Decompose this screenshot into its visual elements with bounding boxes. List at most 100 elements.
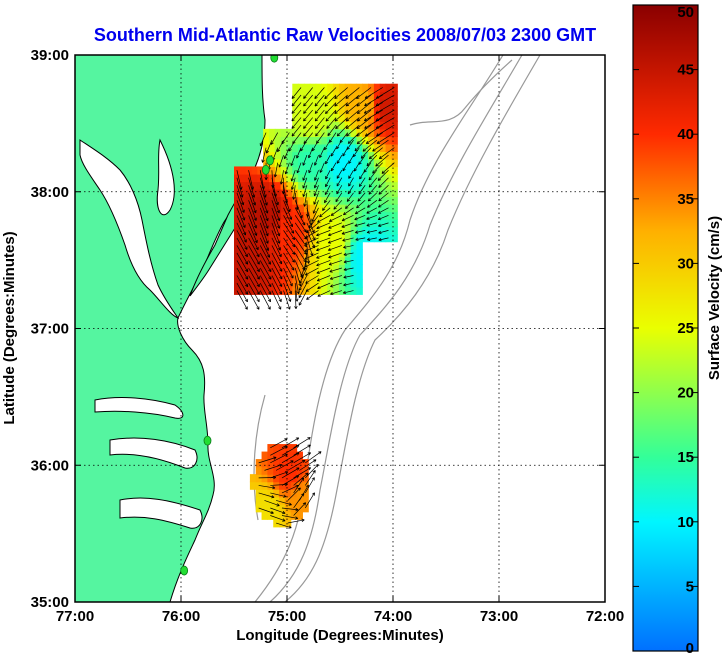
velocity-cell	[251, 256, 258, 265]
velocity-cell	[274, 264, 282, 273]
velocity-cell	[315, 256, 323, 265]
velocity-cell	[309, 279, 317, 288]
velocity-arrow	[270, 471, 289, 479]
velocity-cell	[385, 204, 393, 213]
velocity-cell	[298, 158, 305, 168]
velocity-cell	[251, 241, 258, 250]
velocity-cell	[302, 481, 309, 490]
velocity-arrow	[346, 192, 354, 202]
velocity-cell	[290, 481, 298, 490]
velocity-cell	[362, 136, 369, 145]
velocity-arrow	[270, 492, 287, 498]
velocity-cell	[356, 106, 363, 115]
velocity-cell	[350, 113, 358, 122]
velocity-cell	[309, 121, 317, 130]
velocity-cell	[379, 151, 387, 160]
velocity-cell	[379, 143, 387, 153]
velocity-cell	[391, 196, 398, 205]
velocity-arrow	[356, 132, 372, 145]
velocity-arrow	[356, 124, 372, 137]
velocity-cell	[362, 91, 369, 100]
velocity-arrow	[259, 260, 272, 280]
velocity-arrow	[270, 507, 286, 515]
velocity-cell	[385, 189, 393, 198]
velocity-arrow	[315, 124, 325, 137]
colorbar-label: Surface Velocity (cm/s)	[706, 216, 723, 380]
velocity-cell	[385, 211, 393, 220]
velocity-cell	[327, 173, 334, 183]
velocity-cell	[251, 286, 258, 295]
velocity-arrow	[336, 170, 343, 179]
velocity-cell	[290, 496, 298, 505]
velocity-arrow	[375, 117, 395, 129]
velocity-arrow	[316, 132, 325, 144]
velocity-cell	[309, 204, 317, 213]
velocity-arrow	[294, 237, 307, 255]
velocity-arrow	[355, 237, 366, 241]
velocity-cell	[385, 91, 393, 100]
velocity-arrow	[248, 252, 260, 273]
velocity-arrow	[377, 215, 389, 221]
velocity-cell	[333, 91, 340, 100]
velocity-arrow	[346, 139, 354, 150]
velocity-cell	[373, 151, 381, 160]
velocity-cell	[321, 279, 328, 288]
velocity-arrow	[328, 222, 342, 229]
velocity-cell	[251, 264, 258, 273]
velocity-cell	[350, 83, 358, 92]
velocity-cell	[274, 211, 282, 220]
velocity-cell	[309, 264, 317, 273]
velocity-arrow	[271, 222, 281, 244]
velocity-cell	[298, 264, 305, 273]
colorbar-tick-label: 40	[677, 126, 694, 143]
velocity-cell	[302, 496, 309, 505]
velocity-cell	[263, 189, 270, 198]
velocity-arrow	[294, 230, 307, 248]
velocity-cell	[373, 173, 381, 183]
velocity-cell	[274, 256, 282, 265]
velocity-cell	[286, 271, 293, 280]
velocity-arrow	[316, 260, 331, 267]
velocity-arrow	[293, 472, 309, 486]
grid-lines	[75, 55, 605, 602]
velocity-cell	[239, 181, 247, 190]
velocity-cell	[391, 83, 398, 92]
velocity-arrow	[236, 252, 249, 273]
velocity-cell	[344, 158, 352, 168]
velocity-arrow	[278, 155, 284, 168]
velocity-cell	[385, 158, 393, 168]
velocity-cell	[309, 158, 317, 168]
velocity-cell	[333, 173, 340, 183]
velocity-cell	[239, 166, 247, 175]
velocity-arrow	[283, 245, 295, 263]
velocity-cell	[333, 219, 340, 228]
velocity-cell	[327, 189, 334, 198]
velocity-cell	[356, 113, 363, 122]
velocity-cell	[344, 264, 352, 273]
velocity-cell	[298, 166, 305, 175]
velocity-cell	[327, 158, 334, 168]
velocity-cell	[391, 226, 398, 235]
velocity-cell	[298, 91, 305, 100]
velocity-cell	[303, 136, 311, 145]
velocity-cell	[268, 151, 276, 160]
velocity-cell	[362, 181, 369, 190]
velocity-arrow	[283, 185, 289, 204]
velocity-cell	[338, 241, 346, 250]
velocity-arrow	[298, 275, 308, 291]
velocity-cell	[368, 219, 375, 228]
velocity-cell	[391, 158, 398, 168]
velocity-cell	[303, 106, 311, 115]
velocity-arrow	[259, 192, 269, 214]
x-tick-label: 73:00	[480, 608, 518, 625]
velocity-arrow	[283, 282, 292, 302]
velocity-arrow	[259, 207, 269, 229]
velocity-arrow	[334, 109, 348, 122]
velocity-cell	[350, 158, 358, 168]
velocity-cell	[373, 121, 381, 130]
velocity-cell	[327, 271, 334, 280]
velocity-cell	[292, 121, 299, 130]
velocity-cell	[321, 158, 328, 168]
velocity-arrow	[248, 282, 260, 303]
velocity-arrow	[290, 170, 296, 182]
